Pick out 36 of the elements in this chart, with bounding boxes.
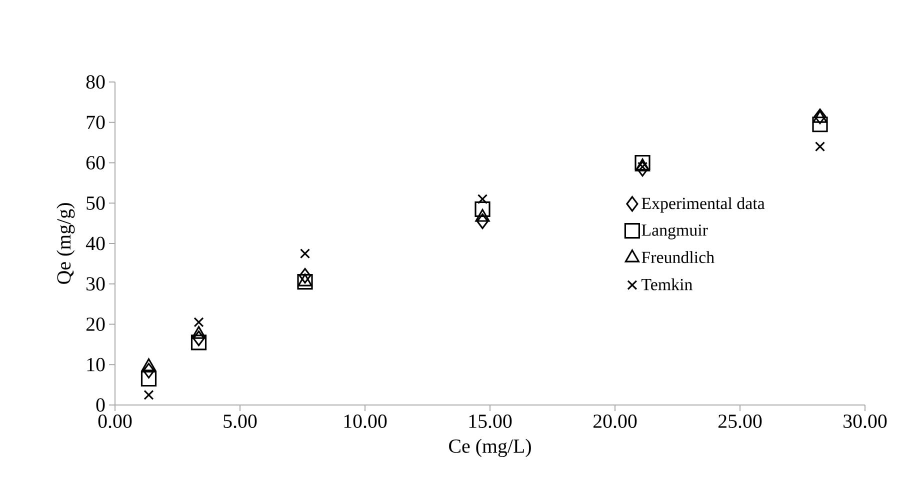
point bbox=[297, 274, 313, 290]
point bbox=[192, 330, 205, 346]
x-tick-label: 5.00 bbox=[224, 414, 257, 428]
y-tick-label: 60 bbox=[86, 156, 105, 170]
point bbox=[298, 268, 312, 284]
x-tick-label: 10.00 bbox=[344, 414, 387, 428]
point bbox=[476, 213, 489, 230]
x-tick-label: 15.00 bbox=[469, 414, 512, 428]
legend-label: Experimental data bbox=[642, 197, 765, 213]
y-tick-label: 80 bbox=[86, 75, 105, 89]
point bbox=[477, 194, 488, 204]
point bbox=[142, 362, 155, 378]
y-tick-label: 40 bbox=[86, 236, 105, 250]
legend-label: Langmuir bbox=[642, 224, 708, 240]
x-axis-title: Ce (mg/L) bbox=[449, 438, 531, 457]
y-tick-label: 70 bbox=[86, 116, 105, 130]
point bbox=[300, 248, 310, 259]
y-tick-label: 50 bbox=[86, 196, 105, 210]
x-tick-label: 25.00 bbox=[718, 414, 762, 428]
y-axis-title: Qe (mg/g) bbox=[56, 203, 75, 284]
point bbox=[474, 201, 490, 217]
legend-label: Temkin bbox=[642, 278, 692, 290]
y-tick-label: 10 bbox=[87, 358, 105, 372]
x-tick-label: 20.00 bbox=[593, 414, 637, 428]
point bbox=[812, 116, 828, 132]
point bbox=[194, 317, 204, 328]
x-tick-label: 0.00 bbox=[98, 414, 132, 428]
y-tick-label: 30 bbox=[86, 277, 105, 291]
point bbox=[140, 370, 157, 387]
y-tick-label: 0 bbox=[96, 398, 105, 412]
x-tick-label: 30.00 bbox=[844, 414, 887, 428]
legend-label: Freundlich bbox=[642, 251, 714, 264]
point bbox=[144, 390, 154, 400]
point bbox=[814, 142, 826, 152]
point bbox=[190, 334, 207, 350]
y-tick-label: 20 bbox=[86, 318, 105, 331]
